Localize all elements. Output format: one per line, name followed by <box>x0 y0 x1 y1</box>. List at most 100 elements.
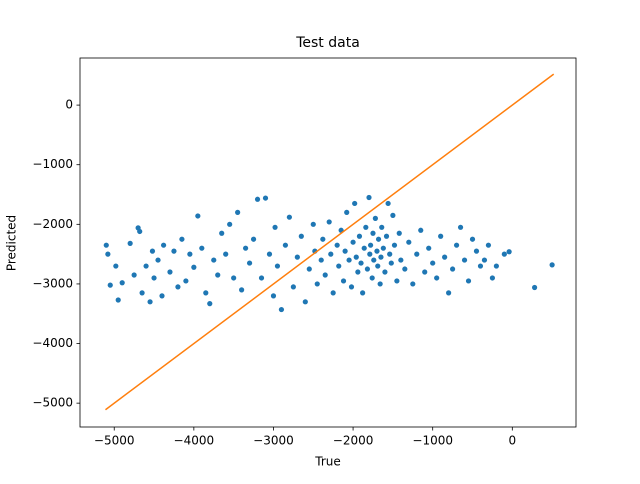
point <box>374 248 380 254</box>
point <box>326 219 332 225</box>
point <box>348 284 355 290</box>
point <box>394 278 400 284</box>
point <box>199 245 205 251</box>
point <box>143 263 149 269</box>
y-tick-label: −4000 <box>32 336 73 350</box>
point <box>227 221 233 227</box>
point <box>344 209 350 215</box>
point <box>383 233 390 239</box>
point <box>363 224 369 230</box>
point <box>380 245 386 251</box>
point <box>379 224 385 230</box>
point <box>215 272 221 278</box>
x-tick-label: −4000 <box>174 434 215 448</box>
x-tick-label: −1000 <box>412 434 453 448</box>
point <box>262 195 269 201</box>
point <box>147 299 153 305</box>
y-tick-label: −5000 <box>32 396 73 410</box>
point <box>322 272 328 278</box>
point <box>131 272 137 278</box>
point <box>171 248 177 254</box>
point <box>167 269 173 275</box>
point <box>438 233 444 239</box>
point <box>346 257 352 263</box>
point <box>175 284 181 290</box>
y-tick-label: −3000 <box>32 276 73 290</box>
point <box>361 245 367 251</box>
point <box>364 266 371 272</box>
point <box>231 275 237 281</box>
point <box>207 301 213 307</box>
point <box>334 242 340 248</box>
point <box>387 251 393 257</box>
point <box>449 266 456 272</box>
point <box>481 257 488 263</box>
point <box>391 242 398 248</box>
point <box>314 281 320 287</box>
point <box>149 248 156 254</box>
point <box>506 249 512 255</box>
x-tick-label: 0 <box>508 434 516 448</box>
x-tick-label: −3000 <box>253 434 294 448</box>
y-tick-label: −2000 <box>32 217 73 231</box>
point <box>191 264 197 270</box>
point <box>355 269 361 275</box>
point <box>342 248 348 254</box>
point <box>461 257 468 263</box>
point <box>127 240 133 246</box>
point <box>179 236 185 242</box>
point <box>352 200 358 207</box>
point <box>239 287 245 293</box>
point <box>418 227 424 233</box>
point <box>330 290 336 296</box>
point <box>235 209 241 215</box>
point <box>119 280 125 286</box>
point <box>246 260 253 266</box>
reference-line <box>105 73 555 411</box>
point <box>294 254 300 260</box>
point <box>274 263 281 269</box>
point <box>242 245 249 251</box>
point <box>402 266 408 272</box>
point <box>370 230 376 236</box>
point <box>360 290 366 296</box>
point <box>434 275 440 281</box>
point <box>223 251 229 257</box>
point <box>367 242 374 248</box>
point <box>137 228 143 235</box>
point <box>477 263 484 269</box>
point <box>410 281 416 287</box>
point <box>183 278 189 284</box>
point <box>203 290 209 296</box>
chart-title: Test data <box>295 35 360 51</box>
point <box>160 242 167 248</box>
point <box>377 281 383 287</box>
point <box>398 257 404 263</box>
point <box>430 260 436 266</box>
y-tick-label: 0 <box>65 98 73 112</box>
point <box>159 293 165 299</box>
point <box>219 230 225 236</box>
point <box>195 213 201 219</box>
point <box>366 194 372 201</box>
point <box>453 242 460 248</box>
plot-frame <box>79 57 577 428</box>
point <box>151 275 157 281</box>
point <box>375 263 381 269</box>
point <box>282 242 289 248</box>
point <box>107 282 113 288</box>
point <box>328 251 334 257</box>
point <box>353 254 359 260</box>
point <box>155 257 161 263</box>
point <box>278 306 285 313</box>
point <box>187 251 193 257</box>
point <box>549 262 555 268</box>
point <box>250 236 257 242</box>
point <box>103 242 109 248</box>
point <box>356 233 363 239</box>
point <box>290 284 296 290</box>
point <box>385 200 391 207</box>
point <box>426 245 432 251</box>
point <box>388 260 394 266</box>
